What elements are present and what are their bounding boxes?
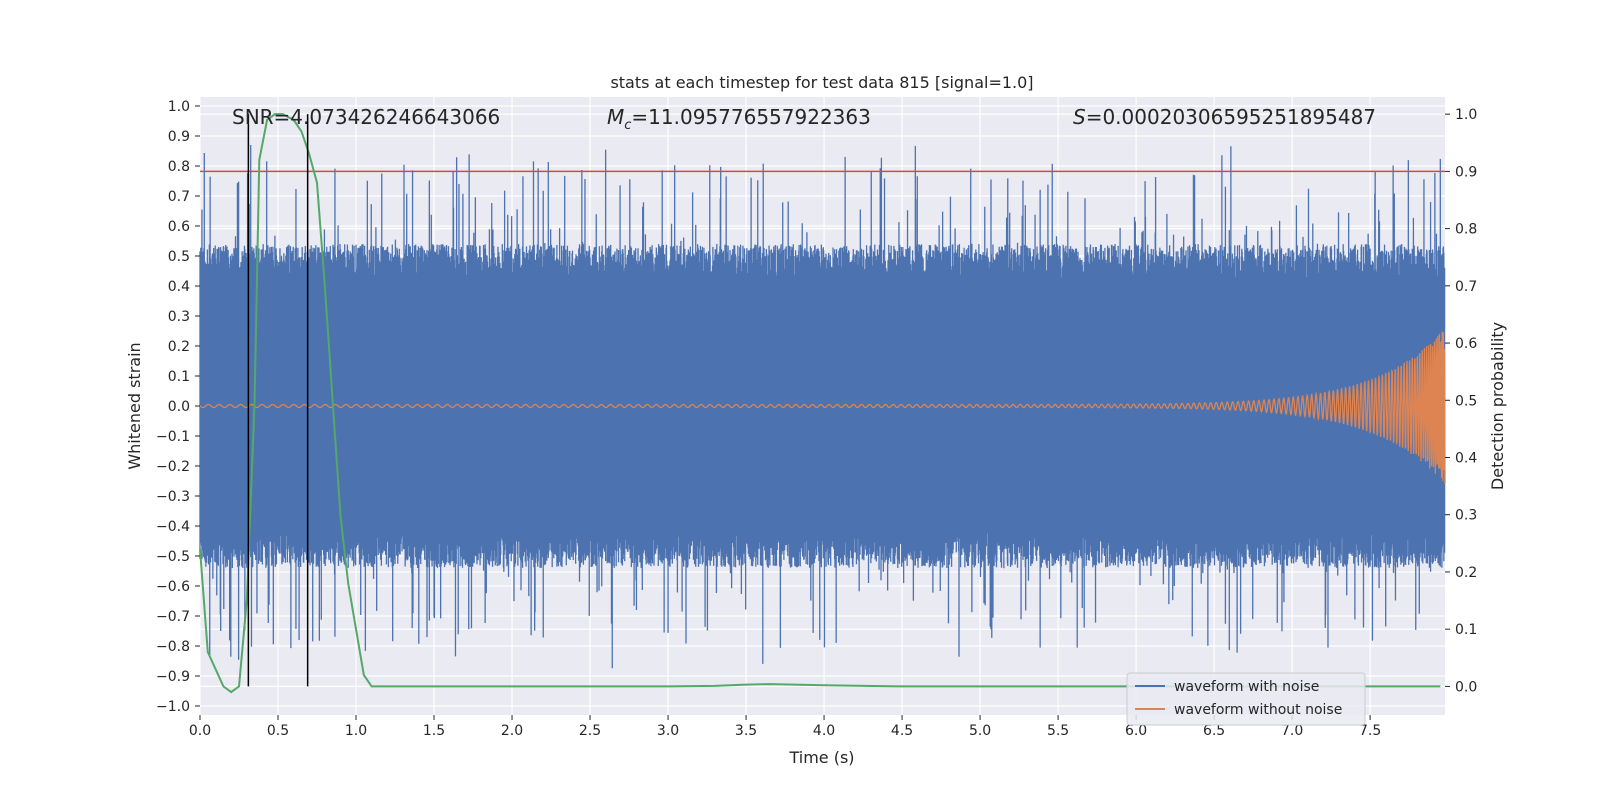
s-value: =0.0002030659525189548​7 [1086,105,1376,129]
y-right-tick-label: 0.0 [1455,679,1477,695]
mc-subscript: c [624,118,631,133]
x-axis-label: Time (s) [788,748,854,767]
x-tick-label: 5.5 [1047,723,1069,739]
y-tick-label: 0.2 [168,339,190,355]
y-right-tick-label: 0.6 [1455,336,1477,352]
y-tick-label: 0.9 [168,129,190,145]
y-tick-label: 0.7 [168,189,190,205]
y-right-tick-label: 0.3 [1455,508,1477,524]
x-tick-label: 4.5 [891,723,913,739]
y-right-tick-label: 0.7 [1455,279,1477,295]
y-tick-label: −0.4 [156,519,190,535]
legend-label-noise: waveform with noise [1174,679,1319,695]
y-tick-label: 0.1 [168,369,190,385]
x-tick-label: 2.0 [501,723,523,739]
y-tick-label: 0.5 [168,249,190,265]
y-right-tick-label: 0.4 [1455,451,1477,467]
x-tick-label: 7.5 [1359,723,1381,739]
x-tick-label: 6.5 [1203,723,1225,739]
y-tick-label: 0.3 [168,309,190,325]
y-tick-label: 1.0 [168,99,190,115]
y-tick-label: −0.8 [156,639,190,655]
y-tick-label: 0.4 [168,279,190,295]
legend-box [1126,672,1366,726]
snr-annotation: SNR=4.073426246643066 [232,105,500,129]
x-tick-label: 3.5 [735,723,757,739]
detection-probability-line [199,113,1441,694]
y-axis-right-label: Detection probability [1488,322,1507,490]
y-tick-label: −0.7 [156,609,190,625]
y-right-tick-label: 0.9 [1455,164,1477,180]
mc-value: =11.095776557922363 [631,105,870,129]
y-tick-label: 0.0 [168,399,190,415]
legend: waveform with noise waveform without noi… [1126,672,1366,726]
x-tick-label: 1.0 [345,723,367,739]
y-tick-label: −0.1 [156,429,190,445]
legend-label-clean: waveform without noise [1174,702,1342,718]
y-right-tick-label: 0.1 [1455,622,1477,638]
y-tick-label: −0.3 [156,489,190,505]
waveform-without-noise [199,331,1446,484]
y-tick-label: −0.9 [156,669,190,685]
y-axis-label: Whitened strain [125,342,144,469]
x-tick-label: 0.5 [267,723,289,739]
mc-annotation: Mc=11.095776557922363 [607,105,871,133]
mc-symbol: M [607,105,624,129]
y-tick-label: −0.5 [156,549,190,565]
chart-title: stats at each timestep for test data 815… [610,73,1033,92]
y-right-tick-label: 0.5 [1455,393,1477,409]
s-annotation: S=0.0002030659525189548​7 [1073,105,1376,129]
data-layer [199,113,1446,694]
y-right-tick-label: 0.2 [1455,565,1477,581]
x-tick-label: 4.0 [813,723,835,739]
y-tick-label: −0.6 [156,579,190,595]
ticks: 0.0 0.5 1.0 1.5 2.0 2.5 3.0 3.5 4.0 4.5 5.0 5.5 6.0 6… [156,99,1477,739]
x-tick-label: 5.0 [969,723,991,739]
x-tick-label: 6.0 [1125,723,1147,739]
x-tick-label: 3.0 [657,723,679,739]
x-tick-label: 0.0 [189,723,211,739]
x-tick-label: 1.5 [423,723,445,739]
y-right-tick-label: 1.0 [1455,107,1477,123]
y-right-tick-label: 0.8 [1455,222,1477,238]
y-tick-label: −0.2 [156,459,190,475]
x-tick-label: 2.5 [579,723,601,739]
y-tick-label: −1.0 [156,699,190,715]
x-tick-label: 7.0 [1281,723,1303,739]
s-symbol: S [1073,105,1086,129]
y-tick-label: 0.6 [168,219,190,235]
y-tick-label: 0.8 [168,159,190,175]
